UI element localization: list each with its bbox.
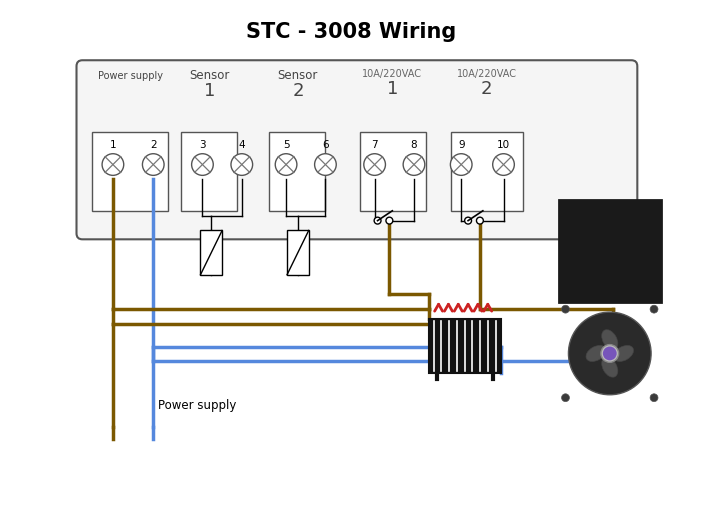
Bar: [269, 132, 325, 211]
Circle shape: [231, 154, 252, 175]
Text: 10: 10: [497, 140, 510, 150]
Bar: [287, 231, 309, 275]
Circle shape: [569, 312, 651, 395]
Circle shape: [650, 305, 658, 313]
Ellipse shape: [602, 330, 618, 349]
Circle shape: [102, 154, 124, 175]
Bar: [200, 231, 222, 275]
Text: Sensor: Sensor: [189, 69, 229, 83]
FancyBboxPatch shape: [77, 60, 638, 239]
Text: Power supply: Power supply: [98, 71, 163, 81]
Text: 2: 2: [150, 140, 157, 150]
Circle shape: [363, 154, 385, 175]
Bar: [429, 319, 501, 373]
Text: 8: 8: [411, 140, 418, 150]
Text: Power supply: Power supply: [158, 399, 236, 412]
Circle shape: [374, 217, 381, 224]
Ellipse shape: [586, 345, 606, 361]
Text: 1: 1: [387, 80, 398, 98]
Circle shape: [192, 154, 213, 175]
Text: 10A/220VAC: 10A/220VAC: [362, 69, 423, 79]
Text: 9: 9: [458, 140, 465, 150]
Circle shape: [143, 154, 164, 175]
Circle shape: [315, 154, 336, 175]
Text: 1: 1: [204, 82, 215, 100]
Circle shape: [386, 217, 393, 224]
Text: Sensor: Sensor: [278, 69, 318, 83]
Ellipse shape: [614, 345, 633, 361]
Text: 1: 1: [110, 140, 116, 150]
Bar: [181, 132, 237, 211]
Text: 10A/220VAC: 10A/220VAC: [457, 69, 517, 79]
Circle shape: [403, 154, 425, 175]
Bar: [360, 132, 426, 211]
Circle shape: [451, 154, 472, 175]
Ellipse shape: [602, 357, 618, 377]
Bar: [559, 200, 661, 302]
Circle shape: [477, 217, 484, 224]
Circle shape: [603, 346, 617, 360]
Bar: [451, 132, 523, 211]
Bar: [92, 132, 168, 211]
Text: STC - 3008 Wiring: STC - 3008 Wiring: [246, 22, 457, 42]
Circle shape: [465, 217, 472, 224]
Text: 5: 5: [283, 140, 290, 150]
Text: 3: 3: [199, 140, 206, 150]
Circle shape: [493, 154, 515, 175]
Text: 6: 6: [322, 140, 329, 150]
Circle shape: [650, 394, 658, 402]
Text: 4: 4: [238, 140, 245, 150]
Text: 2: 2: [481, 80, 493, 98]
Text: 2: 2: [292, 82, 304, 100]
Text: 7: 7: [371, 140, 378, 150]
Circle shape: [562, 305, 569, 313]
Circle shape: [601, 345, 619, 362]
Circle shape: [276, 154, 297, 175]
Circle shape: [562, 394, 569, 402]
